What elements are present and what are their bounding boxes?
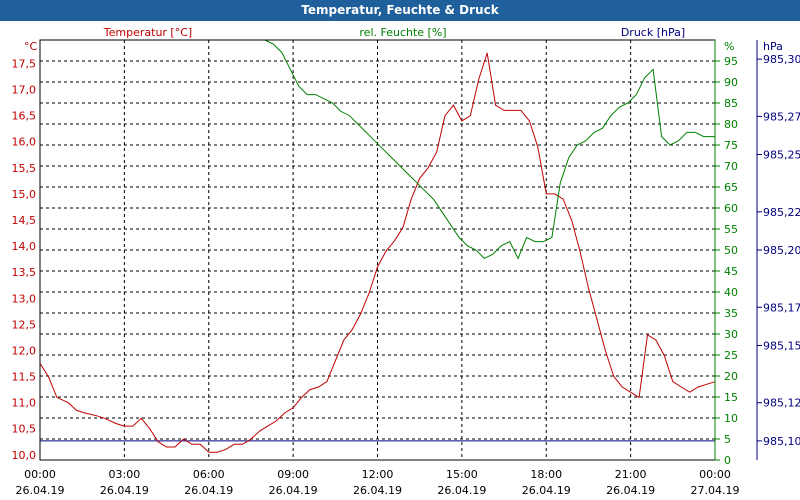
humidity-tick-label: 30: [724, 328, 738, 341]
x-tick-date: 26.04.19: [184, 484, 233, 497]
temperature-tick-label: 14,5: [12, 214, 37, 227]
x-tick-date: 26.04.19: [353, 484, 402, 497]
temperature-tick-label: 15,0: [12, 188, 37, 201]
humidity-tick-label: 50: [724, 244, 738, 257]
temperature-tick-label: 10,5: [12, 423, 37, 436]
pressure-tick-label: 985,15: [763, 339, 800, 352]
humidity-tick-label: 80: [724, 118, 738, 131]
humidity-tick-label: 60: [724, 202, 738, 215]
x-tick-date: 26.04.19: [16, 484, 65, 497]
humidity-unit: %: [724, 40, 734, 53]
grid-layer: [40, 40, 715, 461]
humidity-tick-label: 90: [724, 76, 738, 89]
pressure-tick-label: 985,17: [763, 301, 800, 314]
x-tick-time: 00:00: [699, 468, 731, 481]
temperature-tick-label: 15,5: [12, 162, 37, 175]
pressure-tick-label: 985,12: [763, 397, 800, 410]
temperature-tick-label: 16,5: [12, 110, 37, 123]
humidity-tick-label: 75: [724, 139, 738, 152]
x-tick-date: 26.04.19: [606, 484, 655, 497]
axis-layer: 10,0 10,5 11,0 11,5 12,0 12,5 13,0 13,5 14,0 14,5…: [12, 26, 800, 497]
temperature-tick-label: 11,0: [12, 397, 37, 410]
temperature-tick-label: 10,0: [12, 449, 37, 462]
pressure-tick-label: 985,25: [763, 149, 800, 162]
humidity-tick-label: 20: [724, 370, 738, 383]
temperature-tick-label: 13,5: [12, 266, 37, 279]
x-tick-time: 00:00: [24, 468, 56, 481]
x-tick-date: 26.04.19: [437, 484, 486, 497]
humidity-tick-label: 40: [724, 286, 738, 299]
x-tick-time: 12:00: [362, 468, 394, 481]
humidity-tick-label: 5: [724, 433, 731, 446]
humidity-tick-label: 85: [724, 97, 738, 110]
x-tick-time: 15:00: [446, 468, 478, 481]
pressure-tick-label: 985,27: [763, 110, 800, 123]
humidity-tick-label: 45: [724, 265, 738, 278]
humidity-tick-label: 55: [724, 223, 738, 236]
humidity-tick-label: 70: [724, 160, 738, 173]
temperature-tick-label: 14,0: [12, 240, 37, 253]
temperature-line: [39, 52, 716, 453]
x-tick-date: 27.04.19: [691, 484, 740, 497]
humidity-tick-label: 35: [724, 307, 738, 320]
humidity-axis-title: rel. Feuchte [%]: [359, 26, 446, 39]
chart-title: Temperatur, Feuchte & Druck: [0, 0, 800, 21]
humidity-tick-label: 25: [724, 349, 738, 362]
x-tick-time: 03:00: [109, 468, 141, 481]
x-tick-date: 26.04.19: [269, 484, 318, 497]
x-tick-date: 26.04.19: [100, 484, 149, 497]
temperature-tick-label: 12,5: [12, 318, 37, 331]
temperature-tick-label: 17,5: [12, 57, 37, 70]
temperature-tick-label: 17,0: [12, 84, 37, 97]
temperature-tick-label: 13,0: [12, 292, 37, 305]
x-tick-time: 06:00: [193, 468, 225, 481]
x-tick-date: 26.04.19: [522, 484, 571, 497]
x-tick-time: 18:00: [530, 468, 562, 481]
pressure-tick-label: 985,22: [763, 206, 800, 219]
temperature-unit: °C: [24, 40, 38, 53]
pressure-axis-title: Druck [hPa]: [621, 26, 685, 39]
temperature-tick-label: 16,0: [12, 136, 37, 149]
pressure-tick-label: 985,20: [763, 244, 800, 257]
temperature-tick-label: 11,5: [12, 371, 37, 384]
pressure-tick-label: 985,10: [763, 435, 800, 448]
temperature-axis-title: Temperatur [°C]: [103, 26, 192, 39]
humidity-tick-label: 95: [724, 55, 738, 68]
humidity-tick-label: 15: [724, 391, 738, 404]
x-tick-time: 21:00: [615, 468, 647, 481]
humidity-tick-label: 10: [724, 412, 738, 425]
humidity-tick-label: 0: [724, 454, 731, 467]
humidity-tick-label: 65: [724, 181, 738, 194]
pressure-unit: hPa: [763, 40, 783, 53]
temperature-tick-label: 12,0: [12, 344, 37, 357]
x-tick-time: 09:00: [277, 468, 309, 481]
pressure-tick-label: 985,30: [763, 53, 800, 66]
